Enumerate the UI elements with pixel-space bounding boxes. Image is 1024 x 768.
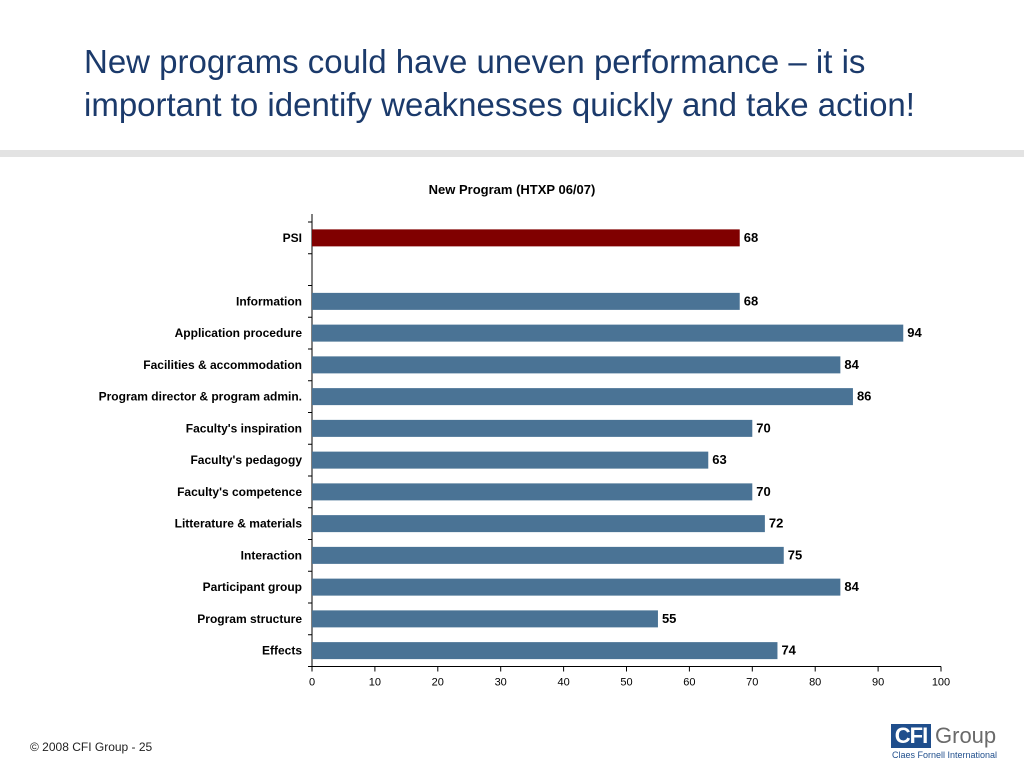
cfi-group-logo: CFI Group Claes Fornell International bbox=[891, 724, 1011, 764]
x-tick-label: 50 bbox=[620, 677, 632, 689]
bar-value-label: 70 bbox=[756, 420, 770, 435]
bar-value-label: 55 bbox=[662, 611, 676, 626]
category-label: Effects bbox=[262, 644, 302, 658]
x-tick-label: 40 bbox=[557, 677, 569, 689]
bar bbox=[312, 515, 765, 533]
bar-value-label: 68 bbox=[744, 293, 758, 308]
x-tick-label: 30 bbox=[495, 677, 507, 689]
category-label: Application procedure bbox=[175, 326, 303, 340]
bar-value-label: 75 bbox=[788, 547, 802, 562]
x-tick-label: 100 bbox=[932, 677, 950, 689]
bar-value-label: 74 bbox=[781, 643, 796, 658]
bar bbox=[312, 610, 658, 628]
bar bbox=[312, 578, 841, 596]
x-tick-label: 10 bbox=[369, 677, 381, 689]
slide-title: New programs could have uneven performan… bbox=[84, 43, 915, 123]
x-tick-label: 0 bbox=[309, 677, 315, 689]
bar bbox=[312, 419, 753, 437]
bar-value-label: 84 bbox=[844, 579, 859, 594]
category-label: Interaction bbox=[241, 548, 302, 562]
bar bbox=[312, 642, 778, 660]
x-tick-label: 60 bbox=[683, 677, 695, 689]
logo-box-text: CFI bbox=[891, 724, 931, 748]
logo-word: Group bbox=[935, 723, 997, 748]
category-label: Participant group bbox=[203, 580, 302, 594]
category-label: Program structure bbox=[197, 612, 302, 626]
bar-value-label: 63 bbox=[712, 452, 726, 467]
category-label: Faculty's competence bbox=[177, 485, 302, 499]
bar-value-label: 86 bbox=[857, 389, 871, 404]
bar-value-label: 84 bbox=[844, 357, 859, 372]
logo-subtitle: Claes Fornell International bbox=[892, 750, 998, 760]
bar-value-label: 70 bbox=[756, 484, 770, 499]
bar-value-label: 72 bbox=[769, 516, 783, 531]
title-divider bbox=[0, 150, 1024, 157]
bar-value-label: 68 bbox=[744, 230, 758, 245]
category-label: Program director & program admin. bbox=[99, 390, 302, 404]
x-tick-label: 80 bbox=[809, 677, 821, 689]
category-label: Faculty's pedagogy bbox=[190, 453, 302, 467]
chart-title: New Program (HTXP 06/07) bbox=[429, 182, 596, 197]
bar-chart: New Program (HTXP 06/07) 0 10 20 30 40 50 60 70 8… bbox=[99, 182, 951, 689]
bar bbox=[312, 324, 904, 342]
category-label: Litterature & materials bbox=[175, 517, 303, 531]
category-label: Facilities & accommodation bbox=[143, 358, 302, 372]
bar bbox=[312, 451, 709, 469]
bar bbox=[312, 388, 853, 406]
bar-value-label: 94 bbox=[907, 325, 922, 340]
category-label: Faculty's inspiration bbox=[186, 421, 302, 435]
category-label: Information bbox=[236, 294, 302, 308]
bar bbox=[312, 292, 740, 310]
x-tick-label: 90 bbox=[872, 677, 884, 689]
bar bbox=[312, 356, 841, 374]
category-label: PSI bbox=[283, 231, 302, 245]
x-tick-label: 70 bbox=[746, 677, 758, 689]
footer-copyright: © 2008 CFI Group - 25 bbox=[30, 740, 153, 754]
bar bbox=[312, 229, 740, 247]
bar bbox=[312, 483, 753, 501]
x-tick-label: 20 bbox=[432, 677, 444, 689]
bar bbox=[312, 546, 784, 564]
